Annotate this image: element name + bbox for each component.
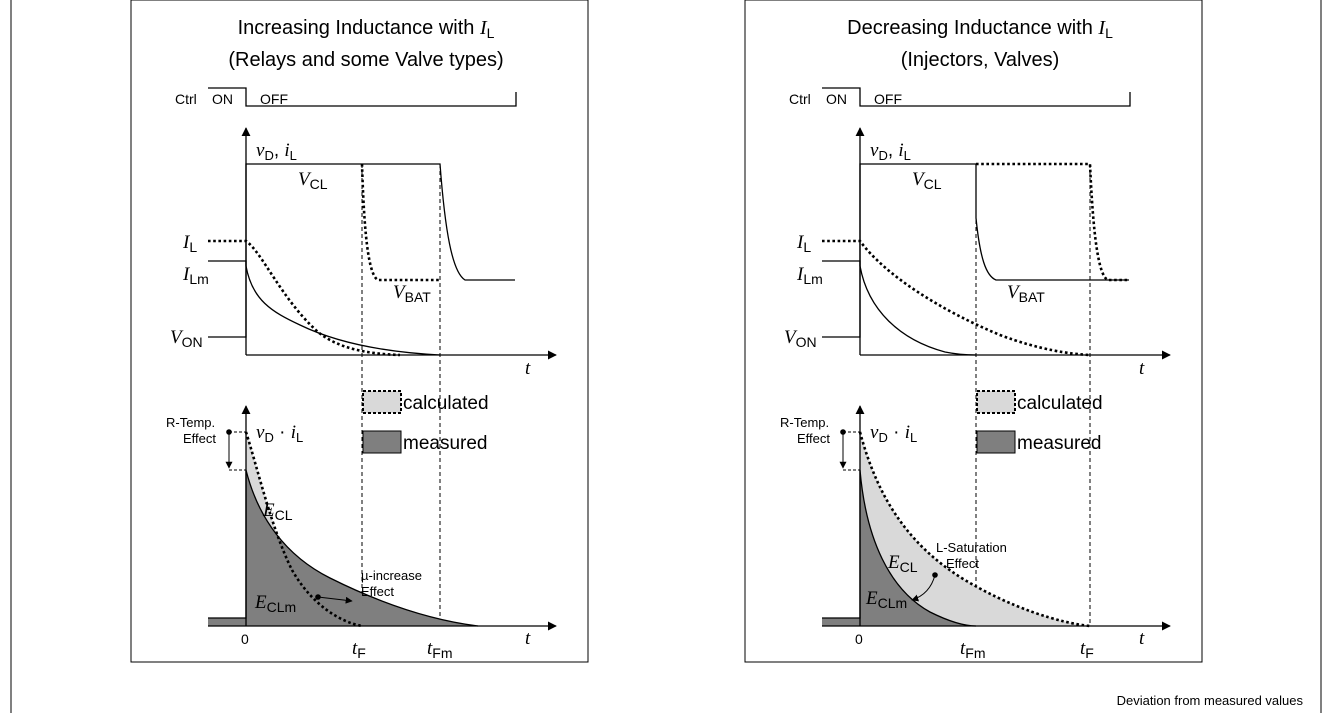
panel-increasing-inductance: Increasing Inductance with IL (Relays an… <box>130 0 589 663</box>
ctrl-signal: Ctrl ON OFF <box>175 87 517 107</box>
vbat-label: VBAT <box>1007 282 1045 305</box>
effect-arrow <box>317 596 353 604</box>
measured-baseline-area <box>822 618 860 626</box>
effect-arrow <box>911 574 936 602</box>
bottom-x-axis-label: t <box>525 628 531 649</box>
measured-energy-area <box>208 470 478 626</box>
voltage-measured-curve <box>822 163 1129 338</box>
top-graph: vD, iL t VCL VBAT IL ILm VON <box>784 127 1171 379</box>
top-x-axis-label: t <box>1139 358 1145 379</box>
legend-calculated-label: calculated <box>403 393 489 414</box>
rtemp-label-line2: Effect <box>183 431 216 446</box>
ctrl-off-label: OFF <box>260 91 288 107</box>
panel-frame <box>130 0 589 663</box>
panel-title: Increasing Inductance with IL <box>238 17 495 41</box>
tf-label: tF <box>352 638 366 661</box>
voltage-calculated-curve <box>360 163 440 282</box>
voltage-calculated-curve <box>976 162 1129 282</box>
measured-power-curve <box>208 469 479 627</box>
legend-calculated-swatch <box>976 390 1016 414</box>
current-measured-curve <box>208 260 441 356</box>
ilm-label: ILm <box>182 264 209 287</box>
effect-label-line1: µ-increase <box>361 568 422 583</box>
legend-calculated-swatch <box>362 390 402 414</box>
panel-subtitle: (Injectors, Valves) <box>901 49 1060 71</box>
ctrl-on-label: ON <box>212 91 233 107</box>
bottom-x-axis-label: t <box>1139 628 1145 649</box>
ctrl-label: Ctrl <box>175 91 197 107</box>
ecl-label: ECL <box>887 552 918 575</box>
il-label: IL <box>182 232 197 255</box>
calculated-energy-area <box>860 432 1090 626</box>
von-label: VON <box>784 327 817 350</box>
bottom-graph: vD · iL t 0 R-Temp. Effect ECL ECLm L-Sa… <box>780 405 1171 661</box>
eclm-label: ECLm <box>254 592 296 615</box>
ctrl-waveform <box>208 87 517 107</box>
ctrl-signal: Ctrl ON OFF <box>789 87 1131 107</box>
eclm-label: ECLm <box>865 588 907 611</box>
legend-measured-label: measured <box>1017 433 1102 454</box>
effect-label-line1: L-Saturation <box>936 540 1007 555</box>
top-x-axis-label: t <box>525 358 531 379</box>
effect-label-line2: Effect <box>946 556 979 571</box>
caption: Deviation from measured values <box>1117 693 1304 708</box>
bottom-y-axis-label: vD · iL <box>256 422 303 445</box>
legend: calculated measured <box>362 390 489 454</box>
panel-frame <box>744 0 1203 663</box>
bottom-y-axis-label: vD · iL <box>870 422 917 445</box>
vbat-label: VBAT <box>393 282 431 305</box>
current-calculated-curve <box>822 239 1091 357</box>
panel-title: Decreasing Inductance with IL <box>847 17 1113 41</box>
ctrl-on-label: ON <box>826 91 847 107</box>
legend-measured-swatch <box>362 430 402 454</box>
top-graph: vD, iL t VCL VBAT IL ILm VON <box>170 127 557 379</box>
bottom-graph: vD · iL t 0 R-Temp. Effect ECL ECLm µ-in… <box>166 405 557 661</box>
ctrl-off-label: OFF <box>874 91 902 107</box>
top-y-axis-label: vD, iL <box>256 140 297 163</box>
il-label: IL <box>796 232 811 255</box>
origin-label: 0 <box>241 631 249 647</box>
origin-label: 0 <box>855 631 863 647</box>
tf-label: tF <box>1080 638 1094 661</box>
current-measured-curve <box>822 260 977 356</box>
vcl-label: VCL <box>912 169 942 192</box>
ctrl-waveform <box>822 87 1131 107</box>
current-calculated-curve <box>208 239 401 357</box>
rtemp-label-line1: R-Temp. <box>166 415 215 430</box>
measured-baseline-area <box>208 618 246 626</box>
effect-label-line2: Effect <box>361 584 394 599</box>
top-y-axis-label: vD, iL <box>870 140 911 163</box>
panel-subtitle: (Relays and some Valve types) <box>228 49 503 71</box>
legend-measured-swatch <box>976 430 1016 454</box>
vcl-label: VCL <box>298 169 328 192</box>
legend-calculated-label: calculated <box>1017 393 1103 414</box>
measured-power-curve <box>822 469 977 627</box>
rtemp-label-line2: Effect <box>797 431 830 446</box>
ecl-label: ECL <box>262 500 293 523</box>
panel-decreasing-inductance: Decreasing Inductance with IL (Injectors… <box>744 0 1203 663</box>
rtemp-label-line1: R-Temp. <box>780 415 829 430</box>
tfm-label: tFm <box>960 638 986 661</box>
ctrl-label: Ctrl <box>789 91 811 107</box>
von-label: VON <box>170 327 203 350</box>
legend: calculated measured <box>976 390 1103 454</box>
legend-measured-label: measured <box>403 433 488 454</box>
ilm-label: ILm <box>796 264 823 287</box>
tfm-label: tFm <box>427 638 453 661</box>
